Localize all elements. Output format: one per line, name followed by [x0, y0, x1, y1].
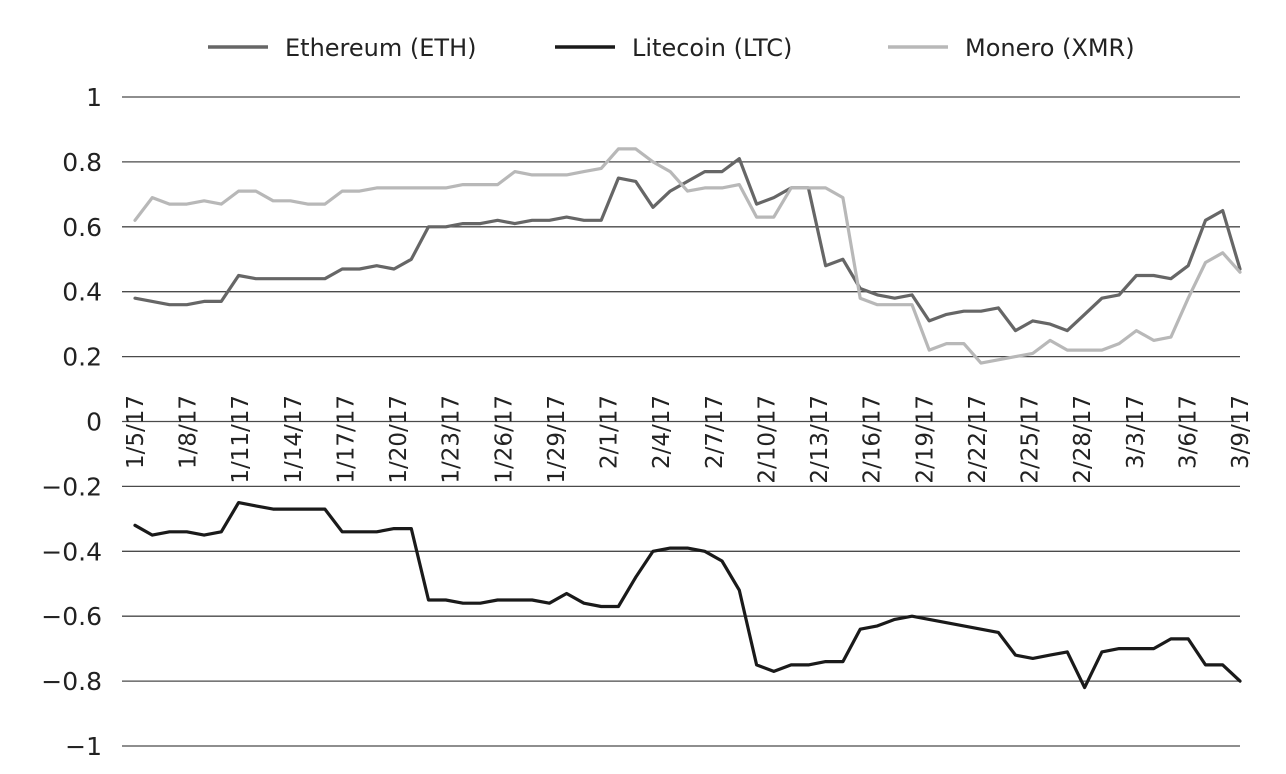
x-tick-label: 1/8/17	[176, 395, 202, 469]
legend: Ethereum (ETH) Litecoin (LTC) Monero (XMR)	[208, 34, 1135, 62]
x-tick-label: 3/3/17	[1123, 395, 1149, 469]
series-line-monero-xmr	[133, 147, 1242, 365]
y-tick-label: 0.2	[62, 343, 102, 372]
x-tick-label: 1/23/17	[439, 395, 465, 484]
gridlines	[122, 96, 1240, 747]
y-tick-label: −0.2	[41, 472, 102, 501]
y-axis-ticks: 1 0.8 0.6 0.4 0.2 0 −0.2 −0.4 −0.6 −0.8 −1	[41, 83, 102, 761]
y-tick-label: 0.8	[62, 148, 102, 177]
x-tick-label: 2/25/17	[1018, 395, 1044, 484]
series-line-ethereum-eth	[133, 157, 1242, 333]
x-tick-label: 2/22/17	[965, 395, 991, 484]
x-tick-label: 2/10/17	[754, 395, 780, 484]
x-tick-label: 1/17/17	[333, 395, 359, 484]
x-tick-label: 2/7/17	[702, 395, 728, 469]
y-tick-label: 1	[86, 83, 102, 112]
x-tick-label: 2/4/17	[649, 395, 675, 469]
x-tick-label: 1/26/17	[491, 395, 517, 484]
y-tick-label: 0	[86, 408, 102, 437]
x-tick-label: 2/1/17	[597, 395, 623, 469]
x-tick-label: 3/6/17	[1175, 395, 1201, 469]
x-tick-label: 1/11/17	[228, 395, 254, 484]
x-tick-label: 1/5/17	[123, 395, 149, 469]
x-tick-label: 2/13/17	[807, 395, 833, 484]
x-tick-label: 2/16/17	[860, 395, 886, 484]
y-tick-label: 0.4	[62, 278, 102, 307]
legend-label-litecoin-ltc: Litecoin (LTC)	[632, 34, 792, 62]
x-tick-label: 1/20/17	[386, 395, 412, 484]
x-tick-label: 1/14/17	[281, 395, 307, 484]
legend-label-ethereum-eth: Ethereum (ETH)	[285, 34, 476, 62]
series-lines	[133, 147, 1242, 690]
y-tick-label: −0.6	[41, 602, 102, 631]
y-tick-label: −0.4	[41, 537, 102, 566]
x-tick-label: 2/28/17	[1070, 395, 1096, 484]
x-tick-label: 2/19/17	[912, 395, 938, 484]
y-tick-label: 0.6	[62, 213, 102, 242]
x-tick-label: 1/29/17	[544, 395, 570, 484]
y-tick-label: −1	[65, 732, 102, 761]
legend-label-monero-xmr: Monero (XMR)	[965, 34, 1135, 62]
series-line-litecoin-ltc	[133, 501, 1242, 690]
x-axis-ticks: 1/5/17 1/8/17 1/11/17 1/14/17 1/17/17 1/20/17…	[123, 395, 1254, 484]
y-tick-label: −0.8	[41, 667, 102, 696]
x-tick-label: 3/9/17	[1228, 395, 1254, 469]
